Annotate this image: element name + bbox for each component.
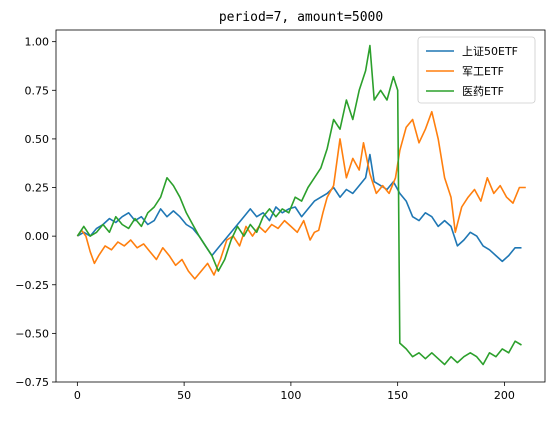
y-tick-label: 0.25 — [25, 182, 50, 195]
y-tick-label: −0.50 — [15, 327, 49, 340]
y-tick-label: 0.00 — [25, 230, 50, 243]
chart-title: period=7, amount=5000 — [219, 10, 383, 25]
legend-label-2: 医药ETF — [462, 85, 504, 98]
y-tick-label: 0.75 — [25, 84, 50, 97]
axes-layer: 0 50 100 150 200 −0.75 −0.50 −0.25 0.00 0.25 0.50 0… — [15, 29, 546, 402]
x-tick-label: 150 — [387, 389, 408, 402]
series-line-1 — [76, 110, 526, 280]
x-tick-label: 0 — [74, 389, 81, 402]
y-tick-label: 0.50 — [25, 133, 50, 146]
series-line-0 — [76, 153, 522, 263]
x-tick-label: 100 — [280, 389, 301, 402]
legend: 上证50ETF 军工ETF 医药ETF — [417, 36, 536, 104]
series-layer — [76, 44, 526, 366]
y-tick-label: −0.75 — [15, 376, 49, 389]
legend-box — [417, 36, 536, 104]
plot-frame — [55, 29, 546, 383]
legend-label-1: 军工ETF — [462, 65, 504, 78]
series-line-2 — [76, 44, 522, 366]
y-tick-label: −0.25 — [15, 279, 49, 292]
legend-label-0: 上证50ETF — [462, 45, 518, 58]
y-tick-label: 1.00 — [25, 36, 50, 49]
x-tick-label: 200 — [494, 389, 515, 402]
x-tick-label: 50 — [177, 389, 191, 402]
